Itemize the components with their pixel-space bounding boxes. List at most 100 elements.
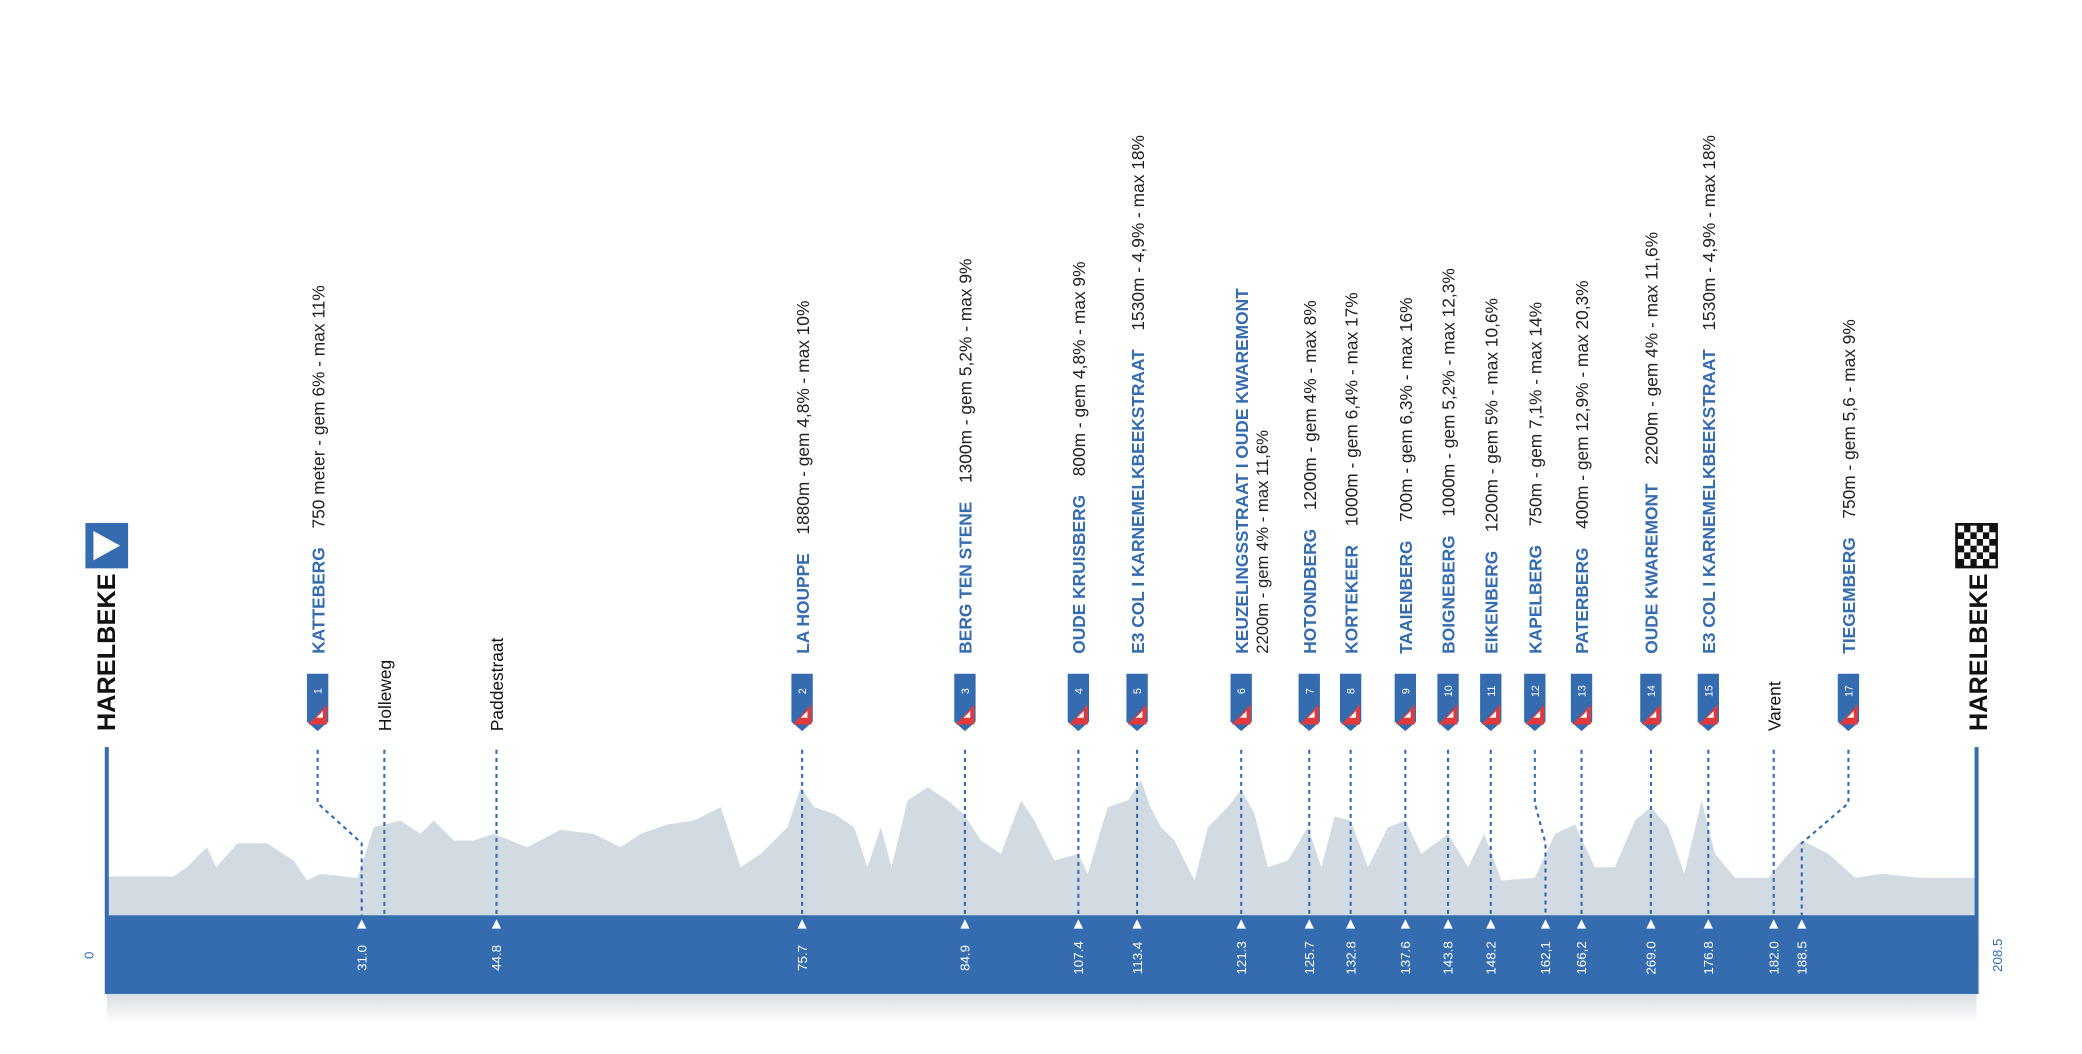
sector-name: Holleweg — [375, 660, 395, 731]
km-label: 176.8 — [1701, 941, 1716, 974]
badge-icon-inner — [1307, 711, 1315, 718]
climb-badge: 3 — [954, 673, 976, 732]
climb-name: PATERBERG — [1572, 548, 1592, 654]
climb-details: 1300m - gem 5,2% - max 9% — [956, 259, 976, 483]
km-marker — [1073, 919, 1084, 929]
km-marker — [1443, 919, 1453, 929]
badge-icon — [1231, 704, 1251, 725]
flag-square — [1982, 552, 1990, 560]
badge-icon-inner — [963, 711, 971, 718]
climb-number: 10 — [1443, 685, 1455, 697]
km-marker — [1576, 919, 1587, 929]
start-flag — [85, 522, 129, 569]
climb-number: 7 — [1304, 688, 1316, 694]
badge-icon — [1525, 704, 1545, 725]
badge-icon — [1069, 704, 1088, 725]
climb-details: 2200m - gem 4% - max 11,6% — [1642, 232, 1662, 465]
km-label: 132.8 — [1343, 941, 1358, 974]
km-label: 113.4 — [1130, 941, 1145, 974]
climb-details: 750m - gem 7,1% - max 14% — [1525, 302, 1545, 526]
distance-band — [106, 915, 1977, 994]
km-marker — [1540, 919, 1551, 929]
finish-label: HARELBEKE — [1965, 573, 1993, 731]
flag-square — [1964, 559, 1971, 566]
climb-label: PATERBERG 400m - gem 12,9% - max 20,3% — [1572, 280, 1592, 653]
climb-details: 400m - gem 12,9% - max 20,3% — [1572, 280, 1592, 528]
climb-number: 11 — [1486, 686, 1498, 697]
climb-label: TIEGEMBERG 750m - gem 5,6 - max 9% — [1839, 319, 1859, 653]
km-label: 269.0 — [1644, 941, 1659, 974]
climb-number: 8 — [1346, 688, 1358, 694]
flag-square — [1976, 532, 1983, 540]
badge-icon-inner — [800, 711, 808, 718]
climb-number: 14 — [1646, 685, 1658, 697]
climb-number: 6 — [1236, 688, 1248, 694]
km-label: 162,1 — [1538, 941, 1553, 974]
km-label: 182.0 — [1766, 941, 1781, 974]
km-label: 84.9 — [958, 945, 973, 971]
climb-details: 1000m - gem 6,4% - max 17% — [1341, 292, 1361, 526]
climb-name: OUDE KWAREMONT — [1642, 483, 1662, 654]
flag-square — [1970, 525, 1977, 533]
km-marker — [1345, 919, 1356, 929]
climb-number: 13 — [1577, 685, 1589, 697]
climb-name: BERG TEN STENE — [956, 502, 976, 654]
flag-square — [1957, 539, 1965, 546]
climb-badge: 2 — [791, 673, 813, 732]
km-marker — [960, 919, 970, 929]
start-km: 0 — [81, 952, 96, 959]
finish-km: 208.5 — [1990, 939, 2005, 972]
km-label: 143.8 — [1441, 941, 1456, 974]
climb-label: TAAIENBERG 700m - gem 6,3% - max 16% — [1396, 297, 1416, 653]
climb-number: 12 — [1530, 685, 1542, 697]
badge-icon — [1572, 704, 1591, 725]
km-label: 166,2 — [1574, 941, 1589, 974]
flag-square — [1989, 559, 1996, 566]
climb-badge: 4 — [1067, 673, 1090, 732]
climb-badge: 14 — [1640, 673, 1662, 732]
climb-name: HOTONDBERG — [1300, 529, 1320, 654]
km-marker — [1486, 919, 1496, 929]
km-label: 107.4 — [1071, 941, 1086, 975]
km-marker — [1646, 919, 1656, 929]
km-marker — [1304, 919, 1314, 929]
sector-name: Paddestraat — [487, 638, 507, 732]
climb-details: 1000m - gem 5,2% - max 12,3% — [1439, 268, 1459, 516]
climb-badge: 7 — [1298, 673, 1320, 732]
km-label: 121.3 — [1234, 941, 1249, 974]
climb-label: BOIGNEBERG 1000m - gem 5,2% - max 12,3% — [1439, 268, 1459, 654]
climb-details: 750m - gem 5,6 - max 9% — [1839, 319, 1859, 518]
climb-badge: 10 — [1437, 673, 1459, 732]
km-marker — [491, 919, 502, 929]
climb-badge: 13 — [1570, 673, 1593, 732]
climb-name: KORTEKEER — [1341, 544, 1361, 653]
climb-name: TAAIENBERG — [1396, 540, 1416, 653]
climb-name: KATTEBERG — [308, 547, 328, 654]
climb-label: BERG TEN STENE 1300m - gem 5,2% - max 9% — [956, 259, 976, 654]
connector — [316, 749, 363, 916]
elevation-profile — [106, 780, 1977, 916]
km-marker — [1703, 919, 1713, 929]
badge-icon-inner — [1649, 711, 1657, 718]
badge-icon — [1127, 704, 1147, 725]
badge-icon — [1641, 704, 1661, 725]
km-marker — [1797, 919, 1807, 929]
climb-details: 2200m - gem 4% - max 11,6% — [1253, 430, 1272, 654]
badge-icon — [1438, 704, 1458, 725]
climb-details: 750 meter - gem 6% - max 11% — [308, 285, 328, 528]
climb-badge: 12 — [1524, 673, 1546, 732]
climb-details: 1530m - 4,9% - max 18% — [1128, 135, 1148, 330]
band-shadow — [106, 993, 1977, 1024]
climb-label: KEUZELINGSSTRAAT I OUDE KWAREMONT — [1232, 288, 1252, 654]
climb-name: KAPELBERG — [1525, 545, 1545, 654]
climb-label: EIKENBERG 1200m - gem 5% - max 10,6% — [1481, 298, 1501, 654]
climb-badge: 8 — [1339, 673, 1362, 732]
flag-square — [1970, 552, 1977, 560]
climb-details: 1200m - gem 4% - max 8% — [1300, 300, 1320, 510]
connector — [1800, 749, 1850, 916]
badge-icon — [1396, 704, 1415, 725]
climb-label: OUDE KWAREMONT 2200m - gem 4% - max 11,6% — [1642, 232, 1662, 654]
flag-square — [1976, 559, 1983, 566]
